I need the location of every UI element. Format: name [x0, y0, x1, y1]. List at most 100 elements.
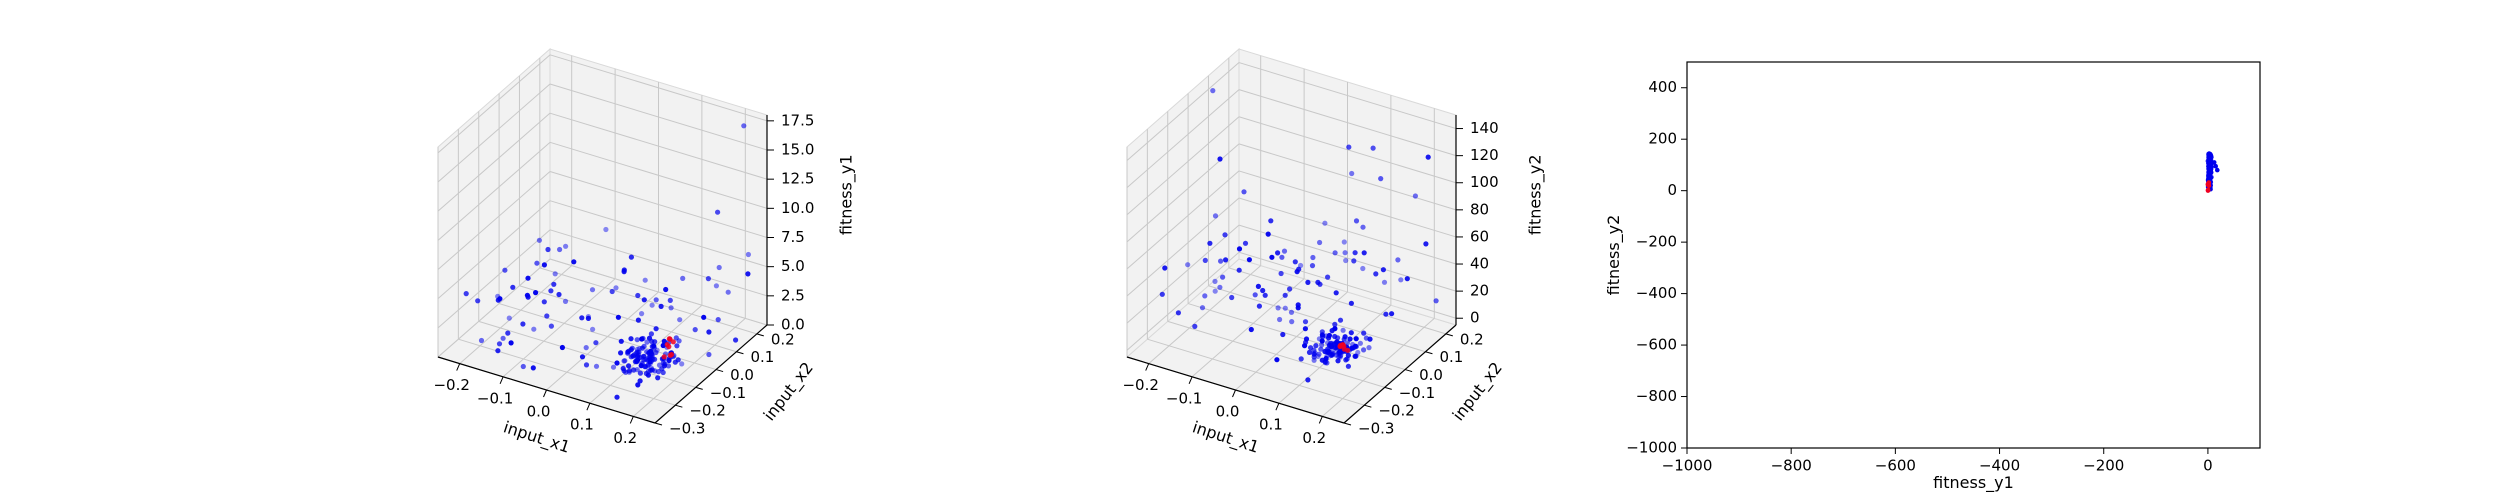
x-tick-label: 0.1 [1259, 416, 1283, 434]
data-point [1282, 305, 1288, 311]
grid-line-y [1228, 267, 1446, 335]
data-point [641, 297, 647, 303]
data-point [637, 370, 644, 376]
data-point [495, 297, 501, 303]
grid-line-y [1167, 320, 1385, 388]
y-axis-label: fitness_y2 [1604, 215, 1624, 296]
data-point [621, 267, 627, 273]
data-point [583, 345, 589, 351]
data-point [613, 285, 619, 291]
data-point [646, 350, 652, 356]
data-point [635, 382, 641, 388]
grid-line-z [1126, 62, 1240, 161]
data-point [1353, 343, 1359, 350]
grid-line-z [1238, 89, 1457, 157]
data-point [1280, 331, 1286, 338]
data-point [544, 313, 550, 319]
scatter-3d-fitness-y2: −0.2−0.10.00.10.2−0.3−0.2−0.10.00.10.202… [1122, 47, 1546, 458]
data-point [508, 340, 514, 346]
data-point [628, 254, 635, 260]
z-tick-label: 17.5 [781, 111, 814, 129]
data-point [1380, 267, 1386, 273]
data-point [630, 353, 636, 359]
data-point [1236, 246, 1243, 252]
data-point [533, 290, 539, 296]
data-point [1302, 326, 1308, 332]
data-point [1398, 277, 1404, 283]
z-tick-label: 100 [1470, 173, 1499, 191]
y-axis-line [654, 324, 768, 424]
data-point [620, 365, 626, 372]
x-tick-label: −600 [1875, 457, 1916, 475]
data-point [506, 315, 512, 321]
data-point [1268, 218, 1274, 224]
data-point [639, 354, 645, 360]
data-point [622, 358, 628, 364]
data-point [644, 339, 650, 345]
grid-line-x [632, 318, 746, 417]
z-tick-label: 0 [1470, 309, 1480, 327]
grid-line-z [1126, 197, 1240, 297]
grid-line-y [539, 267, 757, 335]
data-point [2206, 171, 2211, 177]
data-point [1360, 224, 1366, 230]
data-point [665, 363, 672, 369]
data-point [1319, 329, 1325, 335]
data-point [520, 321, 526, 327]
data-point [1220, 274, 1226, 280]
grid-line-z [1126, 224, 1240, 324]
y-tick-label: 0 [1667, 181, 1677, 199]
data-point [1353, 218, 1360, 224]
data-point [579, 315, 585, 321]
y-tick-label: 400 [1648, 78, 1677, 96]
data-point [741, 123, 747, 129]
x-tick-label: −0.2 [1122, 376, 1158, 394]
data-point [745, 251, 752, 258]
grid-line-x [1235, 291, 1348, 391]
grid-line-z [437, 171, 551, 270]
data-point [541, 299, 547, 305]
data-point [1279, 254, 1285, 260]
data-point [1316, 351, 1322, 357]
data-point [1295, 305, 1301, 311]
data-point [626, 369, 632, 375]
data-point [658, 303, 664, 309]
data-point [634, 367, 640, 373]
data-point [1282, 292, 1288, 298]
data-point [1322, 348, 1328, 355]
grid-line-z [1238, 116, 1457, 184]
x-tick-label: −800 [1771, 457, 1812, 475]
data-point [1370, 145, 1376, 151]
grid-line-y [1187, 303, 1406, 371]
data-point [1342, 334, 1348, 340]
data-point [1317, 239, 1323, 246]
data-point [725, 289, 731, 295]
z-tick-label: 12.5 [781, 170, 814, 188]
x-tick-mark [586, 403, 591, 411]
data-point [541, 262, 548, 268]
data-point [1185, 262, 1191, 268]
data-point [609, 288, 615, 295]
data-point [1256, 303, 1262, 309]
data-point [1381, 279, 1388, 285]
data-point [653, 297, 659, 303]
y-tick-label: 0.1 [1439, 348, 1463, 366]
data-point [1222, 232, 1228, 238]
data-point [661, 363, 668, 369]
data-point [1202, 293, 1208, 299]
data-point [1341, 239, 1347, 245]
data-point [1323, 333, 1329, 339]
grid-line-z [437, 258, 551, 358]
data-point [1223, 257, 1229, 263]
data-point [639, 361, 646, 367]
data-point [502, 267, 508, 273]
data-point [1175, 310, 1181, 316]
grid-line-y [1147, 338, 1365, 406]
data-point [642, 277, 648, 283]
z-tick-label: 0.0 [781, 316, 805, 334]
data-point [651, 343, 657, 349]
data-point [1218, 258, 1224, 264]
data-point [2207, 154, 2212, 159]
y-axis-line [1343, 324, 1457, 424]
